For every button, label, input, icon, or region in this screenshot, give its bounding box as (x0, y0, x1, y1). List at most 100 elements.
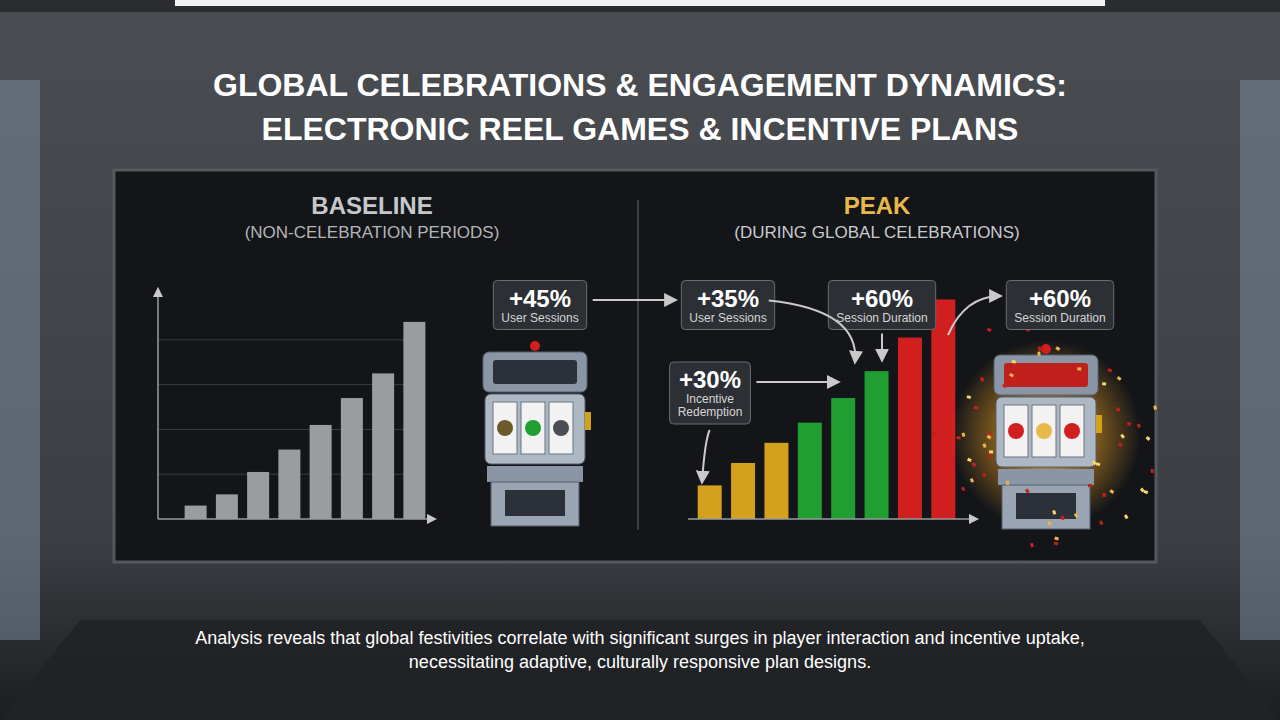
confetti-piece (980, 377, 984, 382)
slot-machine (951, 340, 1141, 530)
arrow (756, 381, 838, 383)
callout-text: Session Duration (1014, 311, 1105, 325)
slot-base (491, 482, 579, 526)
slot-ledge (487, 466, 583, 482)
slot-display (493, 360, 577, 384)
glow (951, 340, 1141, 530)
slot-symbol (497, 420, 513, 436)
callout-box (828, 281, 935, 330)
confetti-piece (989, 450, 993, 453)
callout-value: +45% (509, 285, 571, 312)
callout: +60%Session Duration (1006, 281, 1113, 330)
bar (310, 425, 332, 519)
board (114, 170, 1156, 562)
bar (931, 299, 955, 519)
canvas: GLOBAL CELEBRATIONS & ENGAGEMENT DYNAMIC… (0, 0, 1280, 720)
bar (403, 322, 425, 519)
callout-box (493, 281, 586, 330)
confetti-piece (987, 435, 992, 440)
window-left (0, 80, 40, 640)
slot-reel (1032, 405, 1056, 457)
title: GLOBAL CELEBRATIONS & ENGAGEMENT DYNAMIC… (213, 67, 1067, 103)
callout: +35%User Sessions (681, 281, 774, 330)
confetti-piece (1009, 373, 1014, 377)
slot-symbol (1036, 423, 1052, 439)
callout-text-line: User Sessions (689, 311, 766, 325)
confetti-piece (987, 454, 990, 458)
confetti-piece (1124, 514, 1129, 519)
confetti-piece (987, 328, 992, 332)
slot-reel (493, 402, 517, 454)
confetti-piece (1127, 422, 1132, 426)
confetti-piece (967, 395, 972, 399)
slot-reel (1060, 405, 1084, 457)
title: ELECTRONIC REEL GAMES & INCENTIVE PLANS (262, 111, 1019, 147)
callout-value: +60% (851, 285, 913, 312)
ceiling (0, 0, 1280, 12)
slot-ledge (998, 469, 1094, 485)
panel-title: BASELINE (311, 192, 432, 219)
confetti-piece (1144, 490, 1149, 494)
confetti-piece (961, 486, 966, 491)
callout-text: IncentiveRedemption (678, 392, 743, 419)
arrow (593, 299, 676, 301)
confetti-piece (1153, 405, 1157, 410)
caption-line: necessitating adaptive, culturally respo… (409, 652, 871, 672)
confetti-piece (1054, 537, 1059, 541)
bar (831, 398, 855, 519)
confetti-piece (1054, 542, 1059, 546)
confetti-piece (982, 472, 986, 477)
confetti-piece (1120, 434, 1125, 439)
confetti-piece (1117, 376, 1122, 381)
slot-light (1041, 344, 1051, 354)
callout-box (681, 281, 774, 330)
confetti-piece (1006, 481, 1010, 485)
confetti-piece (1002, 384, 1007, 389)
callout-text-line: Redemption (678, 405, 743, 419)
slot-tray (1016, 493, 1076, 519)
bar (278, 450, 300, 519)
bar (341, 398, 363, 519)
slot-tray (505, 490, 565, 516)
confetti-piece (932, 431, 937, 436)
confetti-piece (1102, 382, 1106, 385)
confetti-piece (1137, 423, 1141, 428)
confetti-piece (1116, 407, 1121, 412)
bar (185, 506, 207, 519)
confetti-piece (1088, 484, 1092, 487)
callout-text-line: Incentive (686, 392, 734, 406)
confetti-piece (1011, 360, 1016, 364)
caption-line: Analysis reveals that global festivities… (195, 628, 1084, 648)
panel-subtitle: (NON-CELEBRATION PERIODS) (245, 223, 500, 242)
callout-text-line: Session Duration (1014, 311, 1105, 325)
confetti-piece (1074, 513, 1079, 518)
confetti-piece (1099, 520, 1103, 525)
confetti-piece (967, 458, 972, 462)
grid-line (158, 339, 405, 340)
confetti-piece (1030, 543, 1034, 548)
arrow (769, 301, 856, 363)
caption: Analysis reveals that global festivities… (195, 628, 1084, 672)
confetti-piece (956, 436, 960, 440)
window-right (1240, 80, 1280, 640)
confetti-piece (1055, 346, 1060, 351)
slot-reel (521, 402, 545, 454)
callout: +60%Session Duration (828, 281, 935, 330)
callout-value: +60% (1029, 285, 1091, 312)
confetti-piece (982, 443, 986, 448)
slot-top (483, 352, 587, 392)
slot-body (996, 397, 1096, 467)
confetti-piece (939, 463, 944, 468)
callout-text: User Sessions (689, 311, 766, 325)
panel-title: PEAK (844, 192, 911, 219)
confetti-piece (970, 478, 974, 483)
confetti-piece (1025, 489, 1030, 494)
y-axis (157, 289, 159, 519)
panel-subtitle: (DURING GLOBAL CELEBRATIONS) (734, 223, 1019, 242)
confetti (932, 309, 1157, 547)
x-axis (158, 518, 435, 520)
callout-text: User Sessions (501, 311, 578, 325)
background (0, 0, 1280, 720)
bar (898, 338, 922, 519)
slot-reel (549, 402, 573, 454)
